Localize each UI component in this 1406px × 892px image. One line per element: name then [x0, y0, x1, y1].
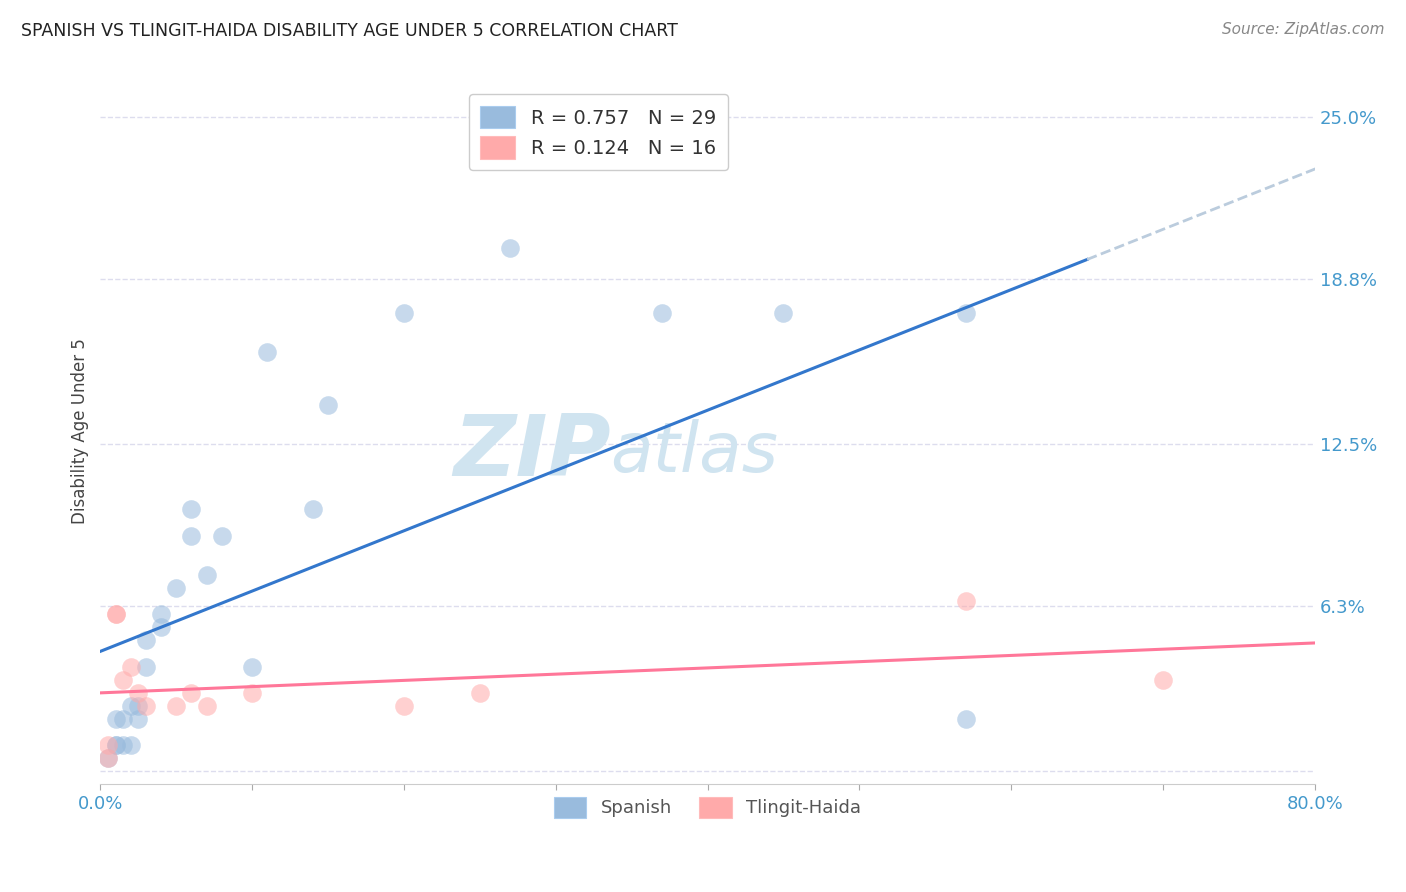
Point	[104, 607, 127, 622]
Point	[468, 686, 491, 700]
Point	[316, 398, 339, 412]
Point	[955, 594, 977, 608]
Point	[1152, 673, 1174, 687]
Point	[150, 620, 173, 634]
Point	[195, 698, 218, 713]
Point	[150, 607, 173, 622]
Y-axis label: Disability Age Under 5: Disability Age Under 5	[72, 338, 89, 524]
Point	[651, 306, 673, 320]
Point	[97, 751, 120, 765]
Point	[104, 738, 127, 752]
Point	[392, 698, 415, 713]
Point	[240, 659, 263, 673]
Text: ZIP: ZIP	[453, 410, 610, 493]
Point	[127, 686, 149, 700]
Point	[392, 306, 415, 320]
Point	[180, 502, 202, 516]
Point	[127, 712, 149, 726]
Point	[104, 712, 127, 726]
Point	[772, 306, 794, 320]
Point	[112, 712, 135, 726]
Point	[135, 659, 157, 673]
Point	[195, 568, 218, 582]
Point	[97, 738, 120, 752]
Text: atlas: atlas	[610, 418, 779, 485]
Point	[104, 607, 127, 622]
Point	[112, 673, 135, 687]
Point	[180, 686, 202, 700]
Point	[180, 529, 202, 543]
Point	[112, 738, 135, 752]
Point	[302, 502, 325, 516]
Point	[120, 738, 142, 752]
Point	[135, 633, 157, 648]
Text: SPANISH VS TLINGIT-HAIDA DISABILITY AGE UNDER 5 CORRELATION CHART: SPANISH VS TLINGIT-HAIDA DISABILITY AGE …	[21, 22, 678, 40]
Point	[120, 698, 142, 713]
Point	[165, 698, 187, 713]
Point	[165, 581, 187, 595]
Point	[97, 751, 120, 765]
Legend: Spanish, Tlingit-Haida: Spanish, Tlingit-Haida	[547, 789, 869, 825]
Text: Source: ZipAtlas.com: Source: ZipAtlas.com	[1222, 22, 1385, 37]
Point	[211, 529, 233, 543]
Point	[127, 698, 149, 713]
Point	[955, 712, 977, 726]
Point	[120, 659, 142, 673]
Point	[256, 345, 278, 359]
Point	[104, 738, 127, 752]
Point	[955, 306, 977, 320]
Point	[499, 241, 522, 255]
Point	[240, 686, 263, 700]
Point	[135, 698, 157, 713]
